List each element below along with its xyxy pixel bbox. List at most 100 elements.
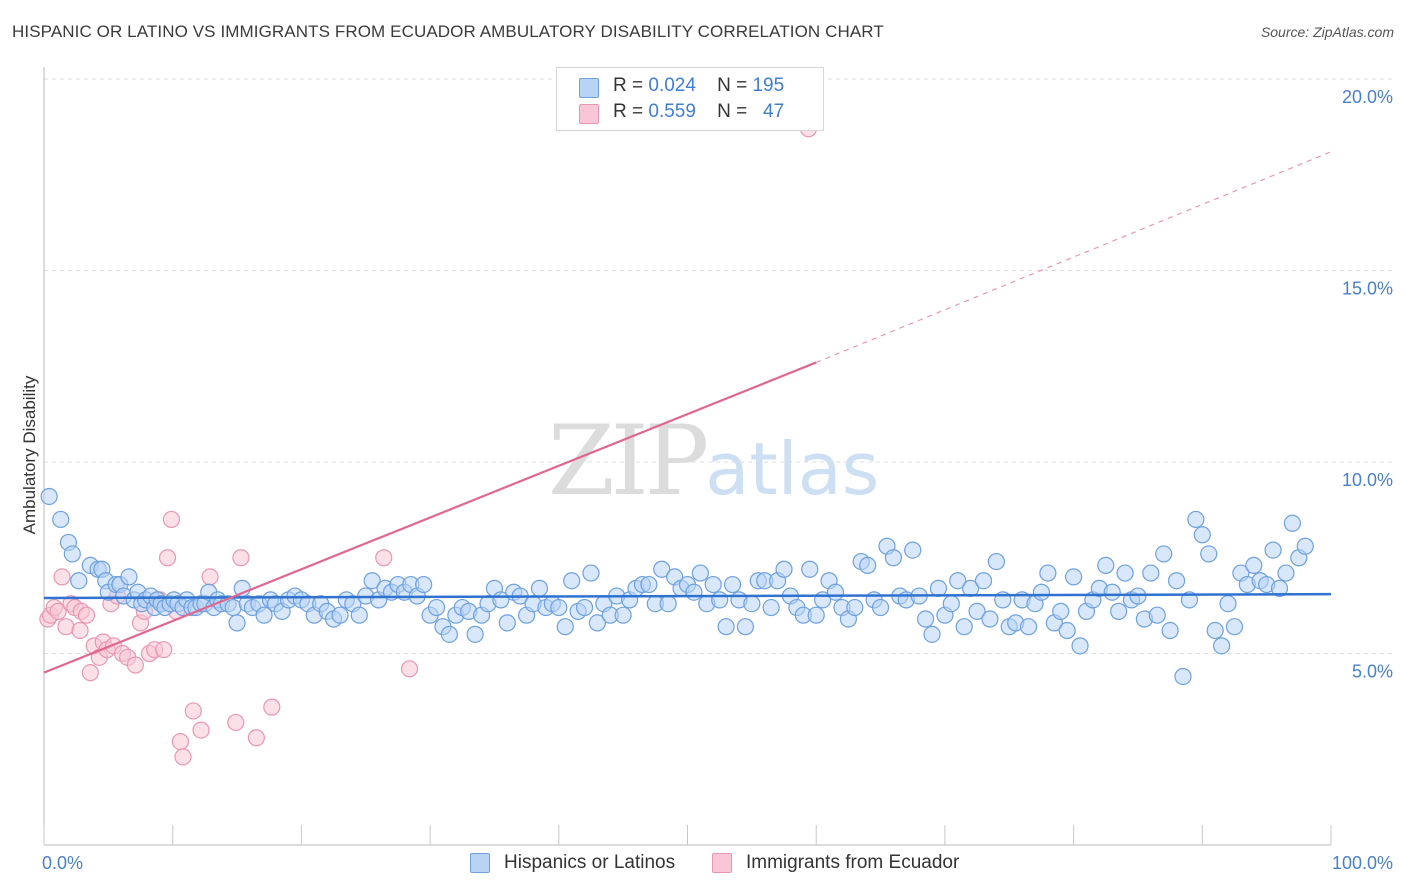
data-point-hispanic — [1206, 621, 1224, 640]
legend-r-value: 0.024 — [648, 75, 696, 96]
data-point-hispanic — [704, 575, 722, 594]
data-point-hispanic — [563, 572, 581, 590]
data-point-hispanic — [588, 614, 607, 632]
data-point-hispanic — [1200, 545, 1218, 563]
data-point-hispanic — [1277, 564, 1295, 582]
data-point-ecuador — [49, 602, 67, 620]
data-point-hispanic — [1180, 591, 1199, 609]
data-point-hispanic — [363, 572, 381, 590]
data-point-ecuador — [247, 729, 265, 747]
data-point-ecuador — [71, 621, 89, 640]
data-point-hispanic — [859, 556, 877, 575]
data-point-hispanic — [801, 560, 819, 578]
bottom-legend-swatch-blue — [470, 853, 490, 873]
data-point-hispanic — [1064, 568, 1083, 586]
data-point-ecuador — [263, 698, 281, 716]
data-point-hispanic — [640, 575, 658, 594]
correlation-legend: R = 0.024 N = 195 R = 0.559 N = 47 — [556, 67, 824, 131]
data-point-hispanic — [955, 618, 973, 636]
data-point-hispanic — [224, 598, 242, 617]
data-point-ecuador — [162, 510, 181, 529]
data-point-hispanic — [884, 549, 903, 567]
data-point-hispanic — [1052, 602, 1070, 620]
data-point-hispanic — [530, 579, 549, 597]
data-point-hispanic — [743, 595, 761, 613]
bottom-legend-label: Immigrants from Ecuador — [746, 852, 960, 873]
data-point-hispanic — [846, 598, 864, 617]
data-point-ecuador — [171, 732, 190, 751]
data-point-ecuador — [184, 702, 202, 720]
data-point-hispanic — [1219, 595, 1237, 613]
data-point-hispanic — [228, 614, 246, 632]
data-point-hispanic — [1110, 602, 1128, 620]
legend-r-value: 0.559 — [648, 101, 696, 122]
data-point-hispanic — [1174, 667, 1192, 686]
data-point-hispanic — [1283, 514, 1301, 532]
watermark-atlas: atlas — [705, 427, 880, 511]
y-tick-label: 20.0% — [1342, 87, 1393, 107]
data-point-ecuador — [400, 660, 419, 678]
tick-labels: 5.0% 10.0% 15.0% 20.0% 0.0% 100.0% — [42, 87, 1393, 873]
data-point-hispanic — [1116, 564, 1134, 582]
data-point-ecuador — [158, 549, 177, 567]
y-axis-label: Ambulatory Disability — [20, 375, 39, 534]
data-point-hispanic — [987, 552, 1005, 571]
legend-n-label: N = — [717, 75, 748, 96]
legend-r-label: R = — [613, 101, 644, 122]
data-point-hispanic — [70, 572, 88, 590]
data-point-hispanic — [1155, 545, 1173, 563]
data-point-hispanic — [923, 625, 941, 643]
data-point-hispanic — [1193, 526, 1211, 544]
data-point-hispanic — [723, 575, 742, 594]
data-point-hispanic — [1097, 556, 1115, 575]
data-point-hispanic — [929, 579, 948, 597]
data-point-hispanic — [550, 598, 568, 617]
bottom-legend-swatch-pink — [712, 853, 732, 873]
legend-swatch-pink — [579, 104, 599, 124]
data-point-hispanic — [762, 598, 780, 617]
data-point-hispanic — [826, 583, 845, 601]
data-point-hispanic — [685, 583, 703, 601]
data-point-hispanic — [1225, 618, 1244, 636]
data-point-hispanic — [1167, 572, 1186, 590]
data-point-hispanic — [711, 591, 729, 609]
data-point-hispanic — [1213, 637, 1231, 655]
y-tick-label: 15.0% — [1342, 279, 1393, 299]
data-point-hispanic — [942, 595, 960, 613]
legend-n-value: 195 — [752, 75, 785, 96]
y-tick-label: 10.0% — [1342, 470, 1393, 490]
data-point-hispanic — [1270, 579, 1289, 597]
data-point-hispanic — [807, 606, 825, 624]
data-point-hispanic — [427, 598, 446, 617]
data-point-hispanic — [1129, 587, 1147, 605]
data-point-ecuador — [174, 748, 192, 766]
data-point-ecuador — [375, 549, 393, 567]
bottom-legend-label: Hispanics or Latinos — [504, 852, 676, 873]
data-point-hispanic — [1296, 537, 1314, 555]
data-point-hispanic — [691, 564, 709, 582]
data-point-hispanic — [653, 560, 671, 578]
data-point-ecuador — [53, 568, 71, 586]
data-point-hispanic — [717, 618, 735, 636]
data-point-ecuador — [192, 721, 210, 739]
axes — [43, 67, 1332, 846]
data-point-hispanic — [120, 568, 138, 586]
data-point-ecuador — [201, 568, 219, 586]
data-point-hispanic — [968, 602, 986, 620]
data-point-ecuador — [126, 656, 144, 674]
trend-line-ecuador — [43, 361, 817, 674]
data-point-hispanic — [614, 606, 632, 624]
series-immigrants-from-ecuador — [39, 120, 818, 766]
data-point-ecuador — [227, 713, 245, 732]
data-point-hispanic — [556, 618, 574, 636]
data-point-hispanic — [466, 625, 484, 643]
source-label: Source: ZipAtlas.com — [1260, 24, 1394, 40]
series-hispanics-or-latinos — [40, 487, 1314, 686]
data-point-hispanic — [582, 564, 600, 582]
data-point-hispanic — [40, 487, 58, 506]
data-point-hispanic — [1019, 618, 1038, 636]
trend-lines — [43, 151, 1332, 674]
data-point-hispanic — [440, 625, 459, 643]
trend-line-hispanics — [43, 592, 1332, 600]
data-point-hispanic — [1142, 564, 1160, 582]
